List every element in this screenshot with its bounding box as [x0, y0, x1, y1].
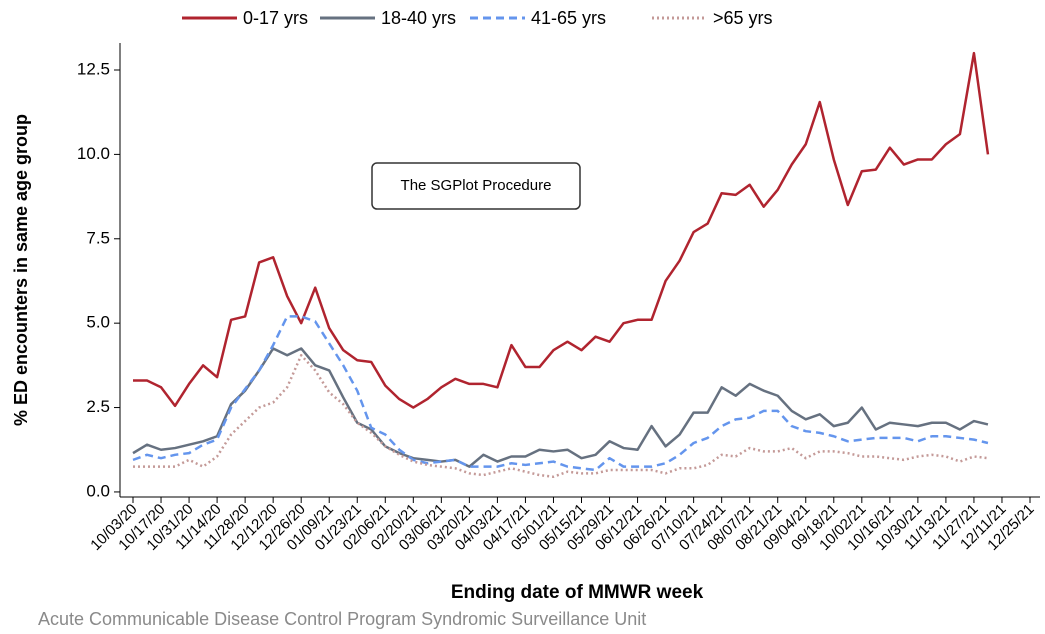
- y-tick-label: 5.0: [86, 313, 110, 332]
- x-axis-label: Ending date of MMWR week: [451, 582, 704, 603]
- y-tick-label: 7.5: [86, 228, 110, 247]
- series-line: [132, 315, 989, 472]
- y-tick-label: 10.0: [77, 144, 110, 163]
- series-line: [133, 51, 990, 409]
- legend-label: >65 yrs: [713, 8, 773, 28]
- legend-label: 18-40 yrs: [381, 8, 456, 28]
- annotation: The SGPlot Procedure: [401, 177, 552, 194]
- y-axis-label: % ED encounters in same age group: [11, 114, 31, 426]
- legend-label: 41-65 yrs: [531, 8, 606, 28]
- annotation-box: [371, 162, 581, 210]
- footer: Acute Communicable Disease Control Progr…: [38, 609, 646, 629]
- legend-label: 0-17 yrs: [243, 8, 308, 28]
- series-line: [133, 353, 989, 478]
- series-line: [132, 347, 989, 468]
- y-tick-label: 2.5: [86, 397, 110, 416]
- y-tick-label: 12.5: [77, 59, 110, 78]
- y-tick-label: 0.0: [86, 481, 110, 500]
